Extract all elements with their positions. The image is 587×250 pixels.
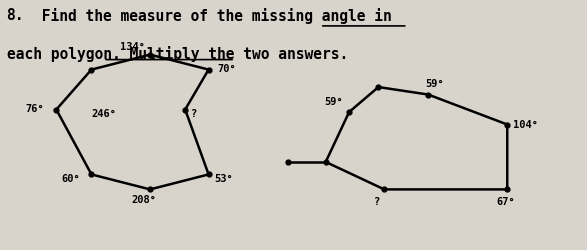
Text: ?: ?	[374, 196, 380, 206]
Text: 67°: 67°	[496, 196, 515, 206]
Text: each polygon. Multiply the two answers.: each polygon. Multiply the two answers.	[6, 46, 348, 62]
Text: 104°: 104°	[513, 120, 538, 130]
Text: 134°: 134°	[120, 42, 145, 52]
Text: 70°: 70°	[217, 64, 236, 74]
Text: 60°: 60°	[61, 174, 80, 184]
Text: 53°: 53°	[214, 174, 233, 184]
Text: 59°: 59°	[325, 96, 343, 106]
Text: 246°: 246°	[92, 109, 116, 119]
Text: 8.: 8.	[6, 8, 24, 23]
Text: 76°: 76°	[26, 104, 45, 114]
Text: Find the measure of the missing angle in: Find the measure of the missing angle in	[33, 8, 392, 24]
Text: 59°: 59°	[425, 79, 444, 89]
Text: ?: ?	[191, 109, 197, 119]
Text: 208°: 208°	[131, 194, 157, 204]
